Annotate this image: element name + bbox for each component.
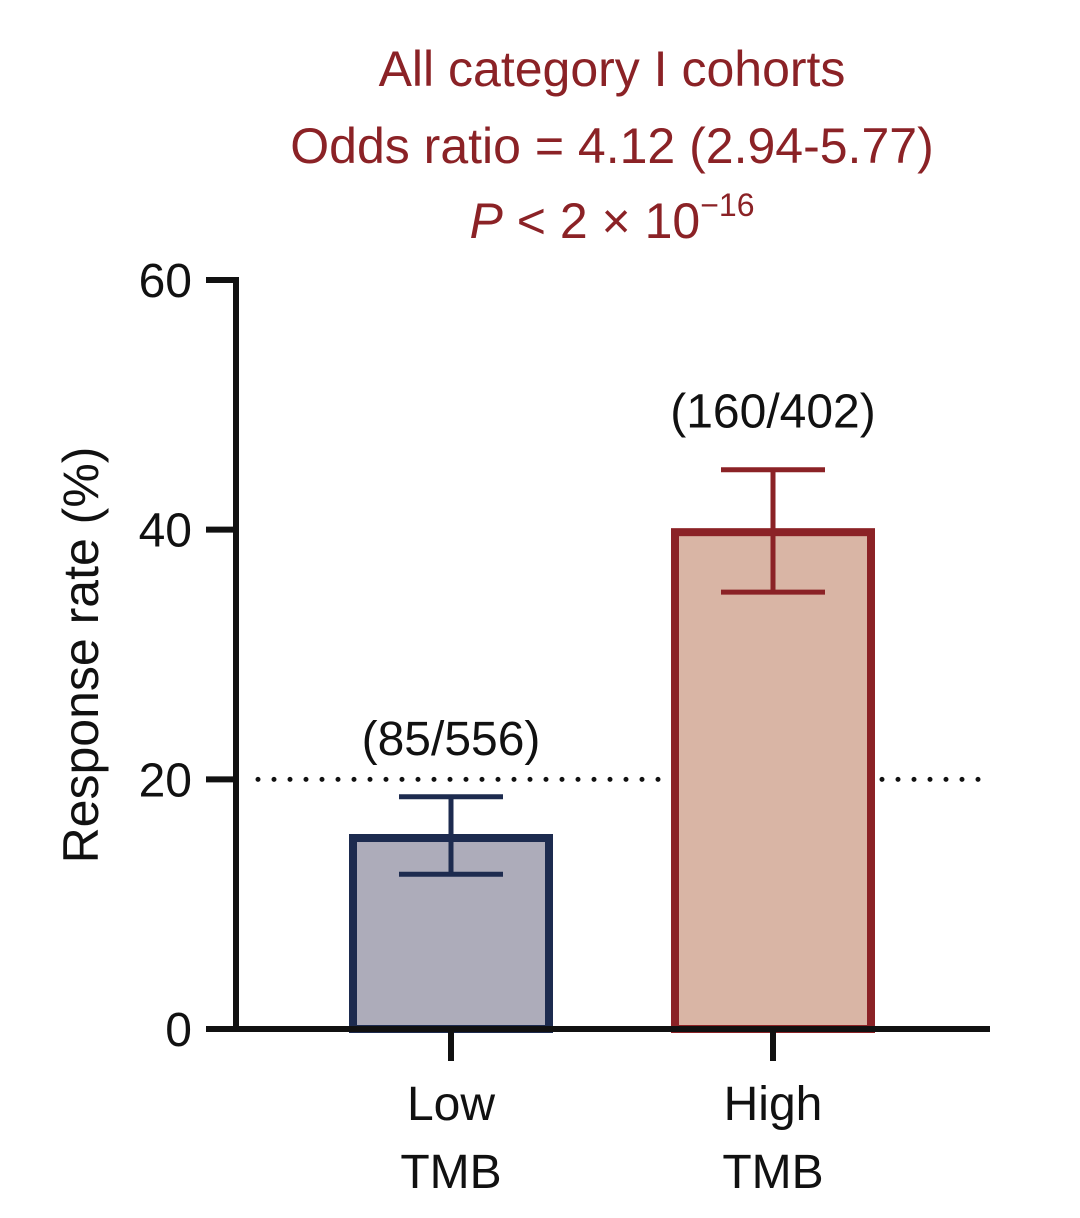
axes: 0 20 40 60 (139, 255, 990, 1061)
y-tick-label-1: 20 (139, 754, 192, 807)
category-label-1-line1: High (724, 1078, 823, 1131)
title-line-2: Odds ratio = 4.12 (2.94-5.77) (290, 118, 933, 174)
title-line-1: All category I cohorts (379, 41, 846, 97)
p-value-text: < 2 × 10 (503, 193, 700, 249)
y-tick-label-0: 0 (165, 1004, 192, 1057)
category-label-0-line2: TMB (400, 1146, 501, 1199)
count-label-0: (85/556) (362, 713, 541, 766)
title-line-3: P < 2 × 10−16 (469, 187, 754, 249)
p-symbol: P (469, 193, 503, 249)
count-label-1: (160/402) (670, 386, 875, 439)
chart-marks: (85/556) Low TMB (160/402) High TMB (349, 386, 876, 1199)
y-tick-label-3: 60 (139, 255, 192, 308)
y-tick-label-2: 40 (139, 505, 192, 558)
y-axis-label: Response rate (%) (53, 447, 109, 864)
bar-1 (671, 528, 875, 1033)
chart-title: All category I cohorts Odds ratio = 4.12… (290, 41, 933, 249)
p-value-exponent: −16 (700, 187, 754, 223)
category-label-1-line2: TMB (722, 1146, 823, 1199)
category-label-0-line1: Low (407, 1078, 495, 1131)
